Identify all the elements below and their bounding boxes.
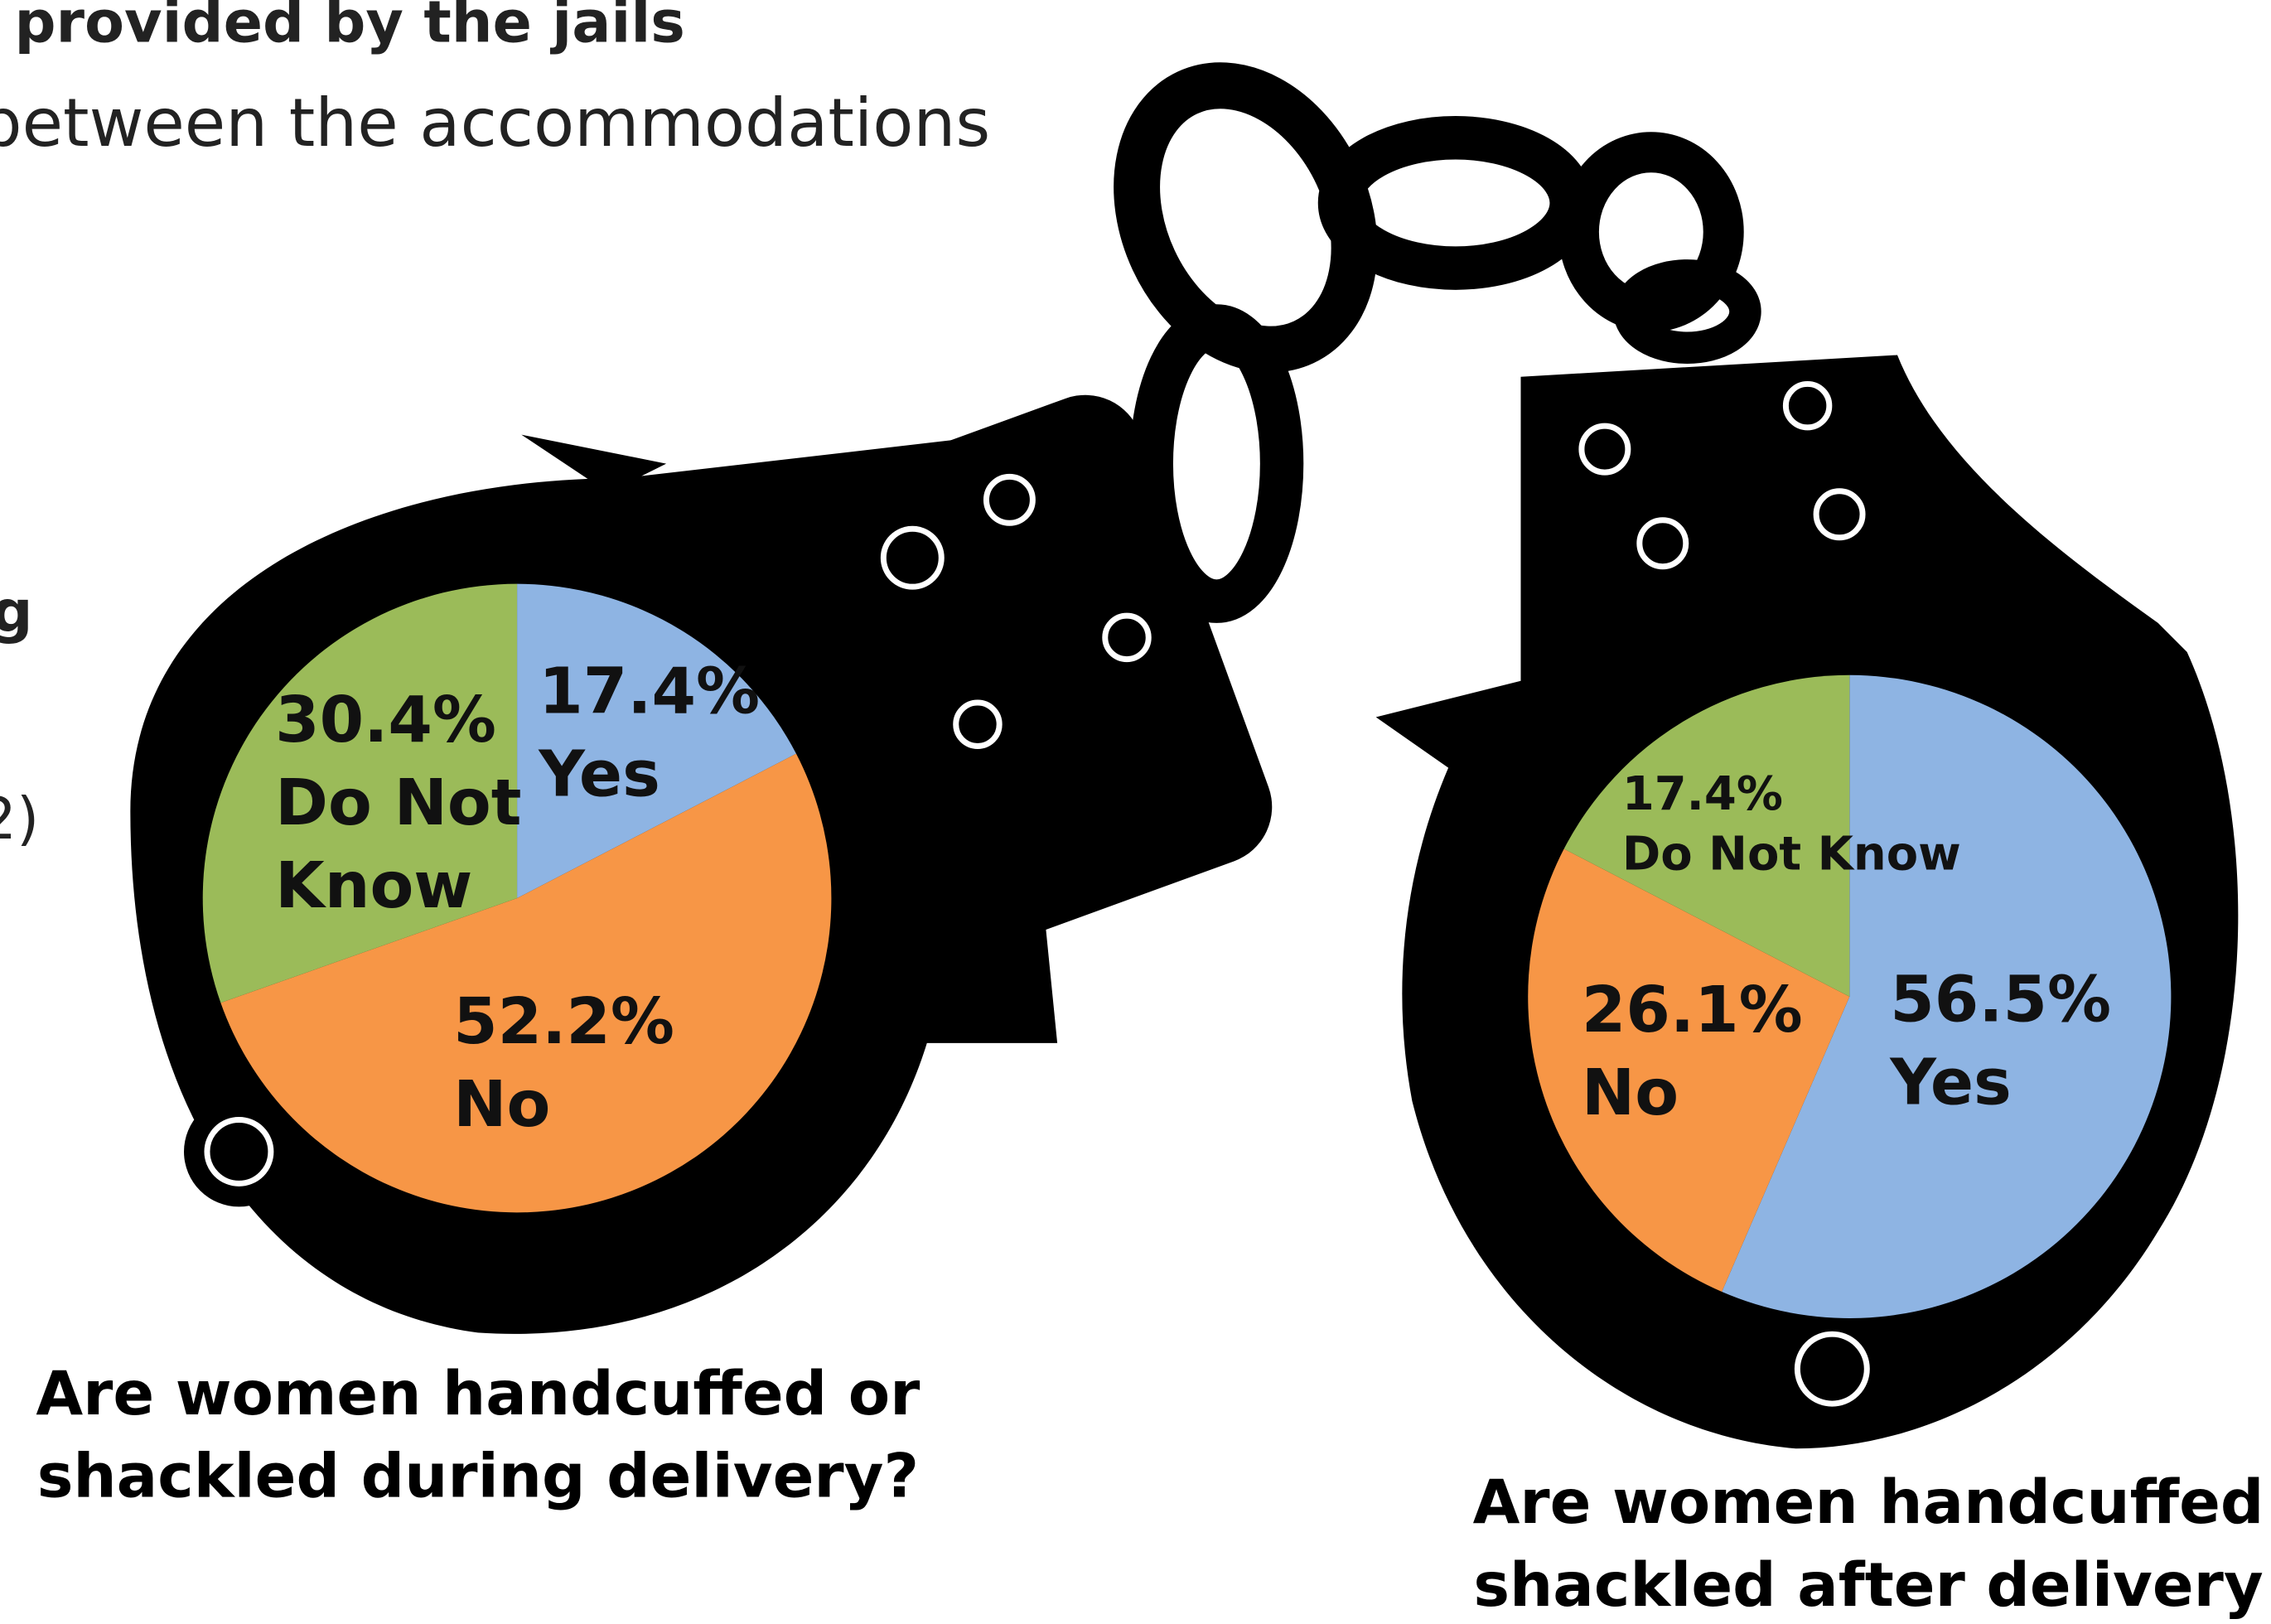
pie-slice xyxy=(1563,674,1850,997)
pie-slice xyxy=(202,583,518,1003)
slide-text: between the accommodations xyxy=(0,84,990,162)
value-label: 17.4% xyxy=(539,655,760,728)
value-label: 26.1% xyxy=(1582,974,1803,1047)
pie-slice xyxy=(1722,674,2172,1318)
value-label: 56.5% xyxy=(1890,964,2111,1037)
category-label: Do Not Know xyxy=(1622,828,1961,882)
category-label: No xyxy=(453,1068,550,1142)
chart-title: shackled during delivery? xyxy=(37,1442,919,1512)
chart-title: Are women handcuffed xyxy=(1473,1467,2264,1538)
category-label: Yes xyxy=(1889,1046,2012,1120)
decor-holes xyxy=(204,380,1870,1407)
chart-title: shackled after delivery xyxy=(1473,1550,2263,1621)
pie-slice xyxy=(517,583,796,899)
chart-title: Are women handcuffed or xyxy=(36,1359,920,1429)
category-label: Do Not Know xyxy=(275,766,521,923)
value-label: 17.4% xyxy=(1622,767,1783,821)
slide-text: 2) xyxy=(0,785,39,853)
pie-slice xyxy=(1528,848,1850,1293)
slide-text: provided by the jails xyxy=(14,0,684,56)
slide-text: g xyxy=(0,578,33,645)
category-label: No xyxy=(1582,1056,1679,1130)
value-label: 30.4% xyxy=(275,684,496,757)
pie-slice xyxy=(220,753,832,1213)
value-label: 52.2% xyxy=(453,985,674,1059)
category-label: Yes xyxy=(538,737,660,811)
